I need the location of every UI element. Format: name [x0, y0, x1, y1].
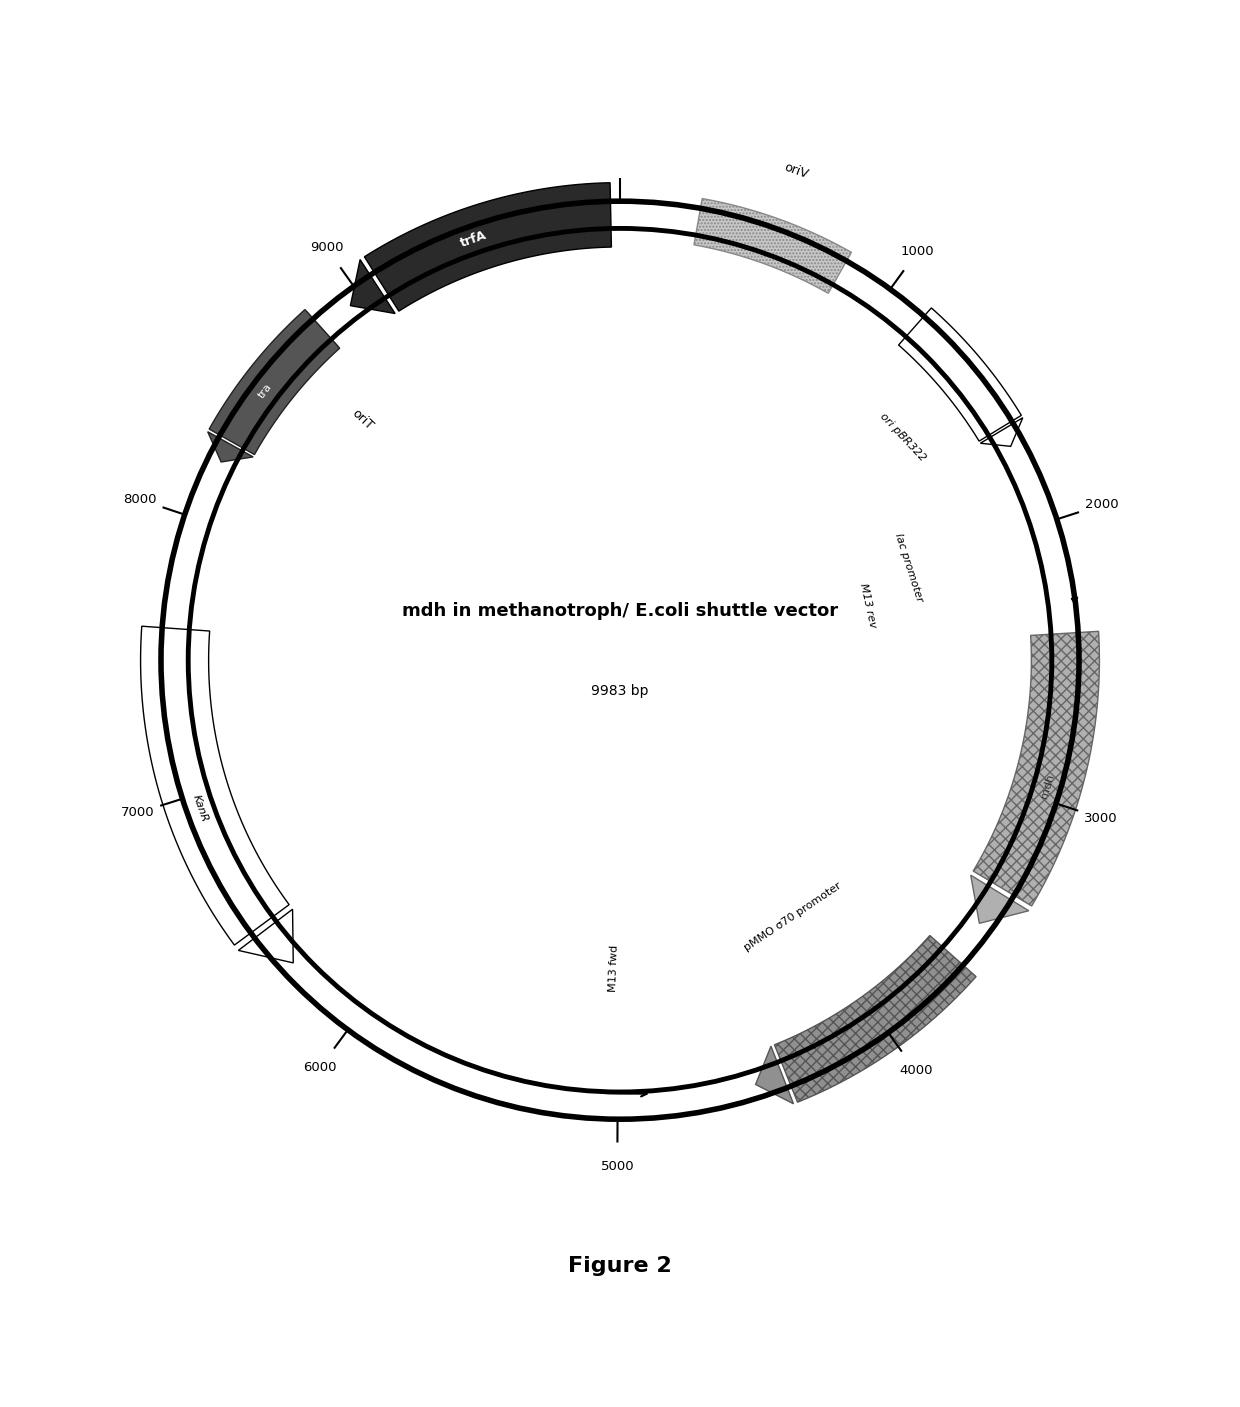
- Polygon shape: [210, 310, 340, 454]
- Polygon shape: [981, 418, 1023, 446]
- Text: 7000: 7000: [120, 806, 155, 819]
- Text: mdh: mdh: [1039, 772, 1055, 799]
- Text: 9983 bp: 9983 bp: [591, 684, 649, 698]
- Text: oriV: oriV: [782, 160, 810, 182]
- Polygon shape: [775, 936, 976, 1102]
- Text: 1000: 1000: [901, 245, 935, 257]
- Text: 8000: 8000: [123, 494, 156, 507]
- Text: ori pBR322: ori pBR322: [878, 411, 928, 463]
- Text: mdh in methanotroph/ E.coli shuttle vector: mdh in methanotroph/ E.coli shuttle vect…: [402, 602, 838, 619]
- Text: KanR: KanR: [191, 794, 210, 823]
- Circle shape: [155, 196, 1085, 1126]
- Polygon shape: [899, 308, 1022, 442]
- Text: 5000: 5000: [600, 1159, 634, 1172]
- Text: tra: tra: [257, 381, 274, 400]
- Polygon shape: [238, 909, 294, 962]
- Polygon shape: [140, 626, 289, 946]
- Text: Figure 2: Figure 2: [568, 1256, 672, 1276]
- Polygon shape: [207, 432, 253, 461]
- Text: M13 rev: M13 rev: [858, 582, 878, 629]
- Text: 4000: 4000: [899, 1064, 932, 1078]
- Text: lac promoter: lac promoter: [893, 532, 924, 602]
- Polygon shape: [755, 1047, 794, 1104]
- Polygon shape: [694, 198, 852, 293]
- Text: 3000: 3000: [1084, 812, 1117, 825]
- Text: pMMO σ70 promoter: pMMO σ70 promoter: [743, 881, 843, 953]
- Text: 2000: 2000: [1085, 498, 1118, 511]
- Polygon shape: [351, 259, 396, 314]
- Text: M13 fwd: M13 fwd: [608, 944, 620, 992]
- Text: oriT: oriT: [348, 407, 376, 432]
- Polygon shape: [365, 183, 611, 311]
- Text: 6000: 6000: [304, 1061, 337, 1074]
- Polygon shape: [258, 311, 339, 393]
- Text: 9000: 9000: [310, 242, 343, 255]
- Polygon shape: [973, 632, 1100, 906]
- Text: trfA: trfA: [459, 229, 489, 250]
- Polygon shape: [971, 875, 1029, 923]
